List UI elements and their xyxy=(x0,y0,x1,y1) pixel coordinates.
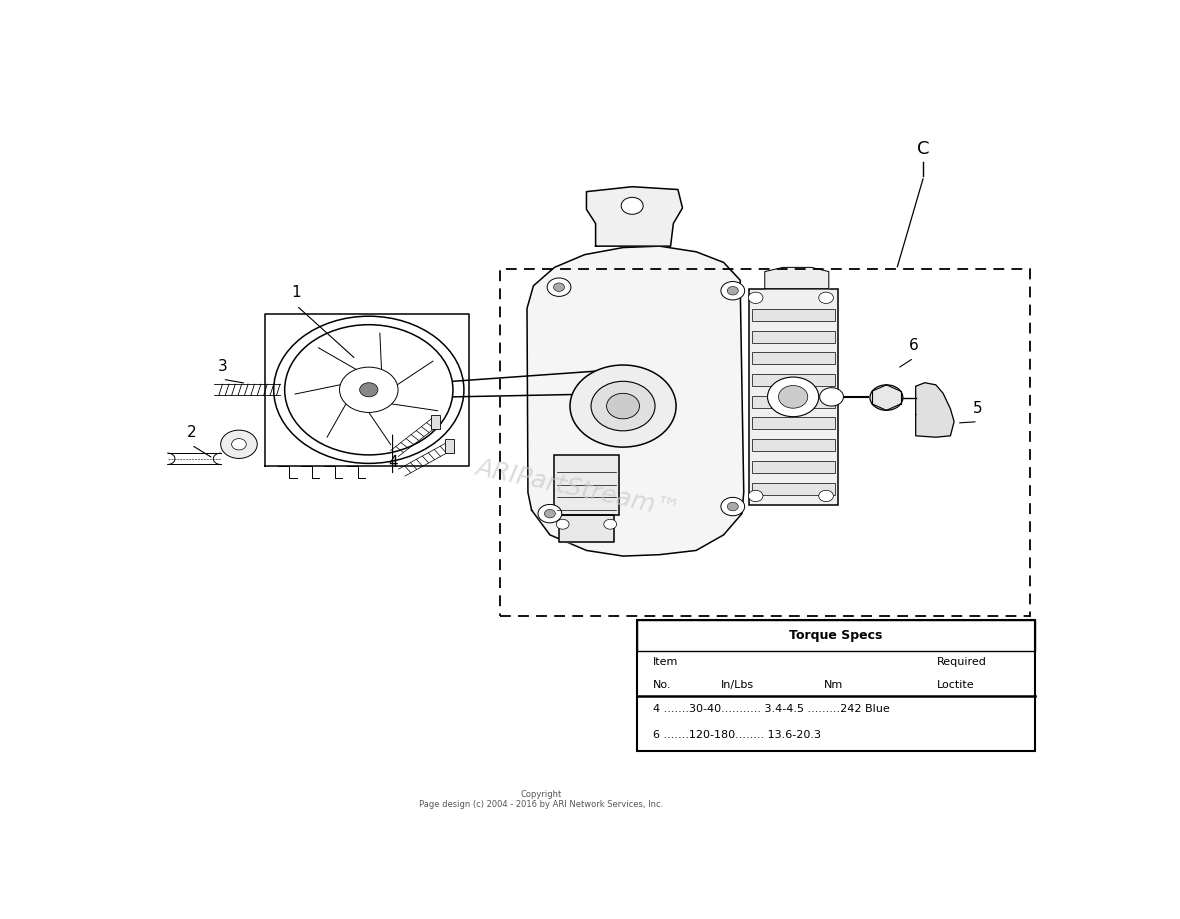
Text: Torque Specs: Torque Specs xyxy=(789,629,883,641)
Circle shape xyxy=(221,430,257,459)
Circle shape xyxy=(607,393,640,419)
Bar xyxy=(752,461,835,472)
Bar xyxy=(499,269,1030,617)
Text: 4 .......30-40........... 3.4-4.5 .........242 Blue: 4 .......30-40........... 3.4-4.5 ......… xyxy=(654,704,890,714)
Bar xyxy=(752,417,835,429)
Circle shape xyxy=(548,278,571,297)
Polygon shape xyxy=(916,382,955,437)
Bar xyxy=(752,352,835,364)
Circle shape xyxy=(556,519,569,529)
Bar xyxy=(752,396,835,408)
Bar xyxy=(752,374,835,386)
Circle shape xyxy=(767,377,819,416)
Circle shape xyxy=(820,388,844,406)
Text: Copyright
Page design (c) 2004 - 2016 by ARI Network Services, Inc.: Copyright Page design (c) 2004 - 2016 by… xyxy=(419,790,663,810)
Circle shape xyxy=(721,281,745,300)
Circle shape xyxy=(819,292,833,303)
Circle shape xyxy=(591,381,655,431)
Bar xyxy=(752,309,835,321)
Bar xyxy=(749,289,838,505)
Circle shape xyxy=(538,505,562,523)
Circle shape xyxy=(621,198,643,214)
Text: 3: 3 xyxy=(217,359,228,374)
Bar xyxy=(752,331,835,343)
Circle shape xyxy=(231,438,247,450)
Text: 6: 6 xyxy=(909,337,919,353)
Circle shape xyxy=(544,509,556,518)
Circle shape xyxy=(727,287,739,295)
Polygon shape xyxy=(586,187,682,246)
Circle shape xyxy=(570,365,676,448)
Bar xyxy=(431,414,440,428)
Text: Item: Item xyxy=(654,657,678,667)
Text: 1: 1 xyxy=(291,285,301,301)
Text: Loctite: Loctite xyxy=(937,680,975,690)
Circle shape xyxy=(340,368,398,413)
Circle shape xyxy=(727,503,739,511)
Circle shape xyxy=(604,519,617,529)
Text: 6 .......120-180........ 13.6-20.3: 6 .......120-180........ 13.6-20.3 xyxy=(654,730,821,740)
Circle shape xyxy=(748,490,763,502)
Text: 2: 2 xyxy=(186,425,196,440)
Text: 4: 4 xyxy=(388,455,398,471)
Bar xyxy=(752,439,835,451)
Text: 5: 5 xyxy=(974,402,983,416)
Polygon shape xyxy=(559,515,614,542)
Circle shape xyxy=(748,292,763,303)
Bar xyxy=(637,619,1035,751)
Circle shape xyxy=(870,385,903,410)
Circle shape xyxy=(819,490,833,502)
Text: No.: No. xyxy=(654,680,671,690)
Circle shape xyxy=(779,386,808,408)
Bar xyxy=(637,619,1035,651)
Polygon shape xyxy=(527,246,743,556)
Polygon shape xyxy=(765,267,828,289)
Circle shape xyxy=(360,382,378,397)
Bar xyxy=(752,482,835,494)
Bar xyxy=(445,439,454,453)
Text: In/Lbs: In/Lbs xyxy=(721,680,754,690)
Bar xyxy=(553,455,620,515)
Circle shape xyxy=(721,497,745,516)
Text: ARIPartStream™: ARIPartStream™ xyxy=(473,456,682,522)
Text: C: C xyxy=(917,141,929,158)
Text: Required: Required xyxy=(937,657,986,667)
Circle shape xyxy=(553,283,564,291)
Text: Nm: Nm xyxy=(824,680,844,690)
